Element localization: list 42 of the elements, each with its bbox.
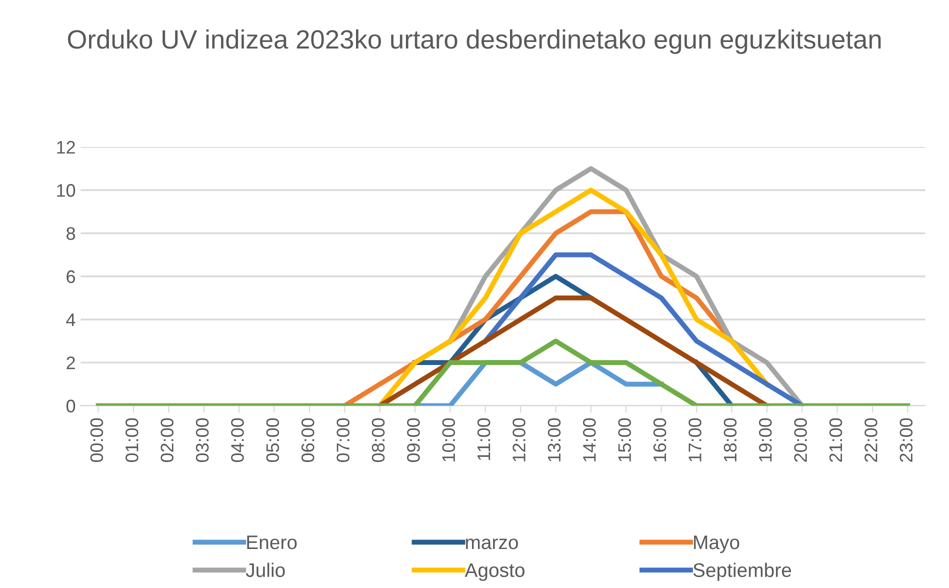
legend-label: Agosto [464, 564, 524, 581]
x-tick-label: 10:00 [442, 418, 456, 462]
y-tick-label: 10 [57, 184, 76, 197]
line-series [377, 295, 770, 406]
x-tick-label: 06:00 [301, 418, 314, 462]
legend-label: Julio [246, 562, 285, 578]
x-tick-label: 15:00 [618, 418, 631, 462]
x-tick-label: 02:00 [160, 418, 174, 462]
x-tick-label: 14:00 [583, 418, 596, 462]
legend-label: Mayo [694, 536, 740, 554]
y-tick-label: 2 [66, 356, 75, 370]
line-series [377, 188, 770, 406]
line-series [482, 252, 805, 406]
x-tick-label: 18:00 [724, 418, 737, 462]
x-tick-label: 03:00 [196, 418, 209, 462]
x-tick-label: 11:00 [477, 418, 490, 460]
x-tick-label: 08:00 [372, 418, 385, 462]
legend-label: Septiembre [693, 562, 792, 581]
x-tick-label: 17:00 [688, 418, 702, 462]
x-tick-label: 12:00 [512, 418, 526, 462]
x-tick-label: 04:00 [231, 418, 244, 462]
x-tick-label: 22:00 [864, 418, 878, 462]
x-tick-label: 09:00 [407, 418, 420, 462]
x-tick-label: 01:00 [126, 418, 138, 462]
x-tick-label: 20:00 [794, 418, 807, 462]
line-series [96, 338, 910, 406]
y-tick-label: 4 [66, 314, 76, 326]
chart-title: Orduko UV indizea 2023ko urtaro desberdinetako egun eguzkitsuetan [68, 29, 881, 54]
x-tick-label: 21:00 [829, 418, 842, 462]
x-tick-label: 00:00 [90, 418, 104, 462]
x-tick-label: 07:00 [336, 418, 350, 462]
x-tick-label: 19:00 [758, 418, 772, 462]
legend-label: marzo [466, 538, 518, 550]
x-tick-label: 23:00 [900, 418, 913, 462]
y-tick-label: 12 [57, 140, 75, 154]
y-tick-label: 0 [66, 400, 76, 412]
x-tick-label: 16:00 [653, 418, 666, 462]
y-tick-label: 8 [66, 227, 76, 240]
x-tick-label: 13:00 [548, 418, 561, 462]
x-tick-label: 05:00 [266, 418, 280, 462]
y-tick-label: 6 [66, 270, 76, 284]
legend-label: Enero [247, 536, 297, 550]
